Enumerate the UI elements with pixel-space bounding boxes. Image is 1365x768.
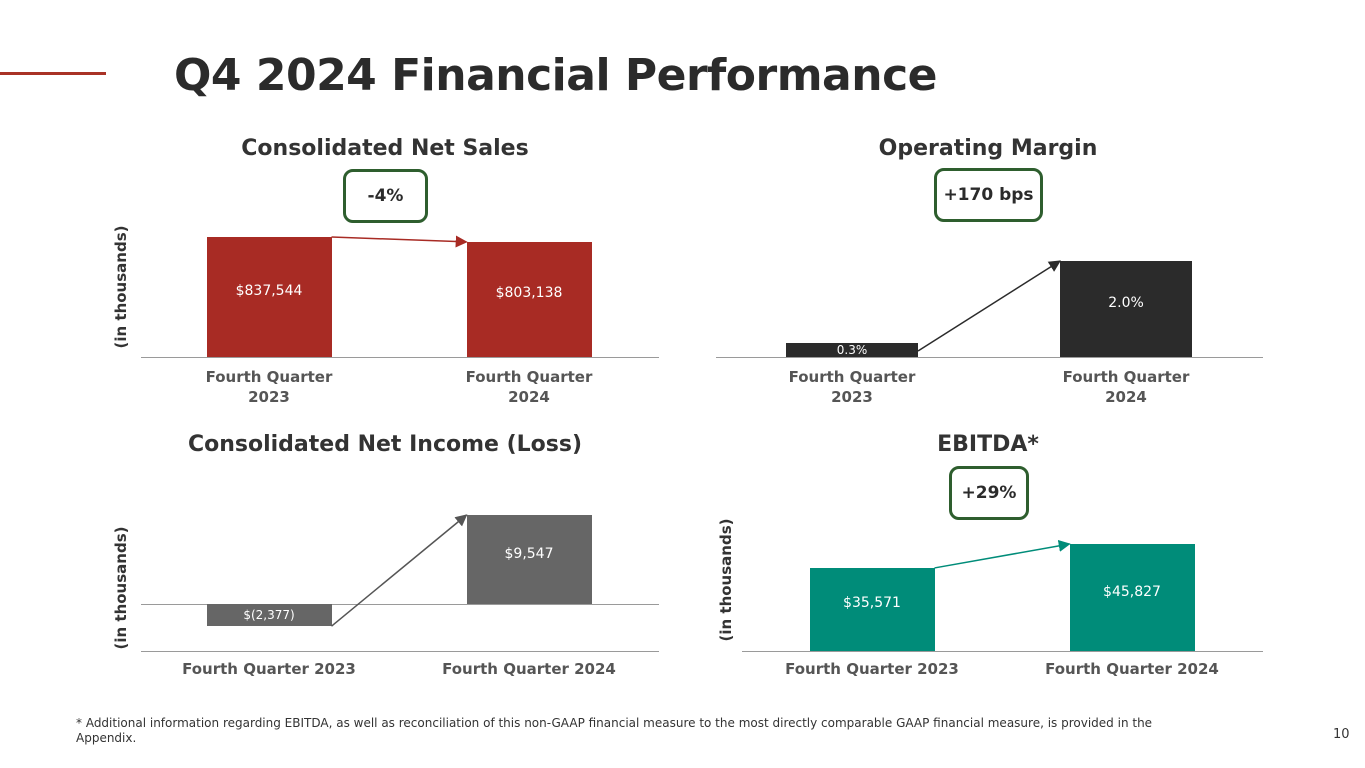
net-sales-category-line: 2024: [508, 388, 550, 406]
net-income-title: Consolidated Net Income (Loss): [187, 432, 583, 457]
net-sales-category-line: Fourth Quarter: [465, 368, 593, 386]
ebitda-change-badge: +29%: [949, 466, 1029, 520]
ebitda-category-line: Fourth Quarter 2023: [785, 660, 959, 678]
net-income-category-label-1: Fourth Quarter 2023: [169, 659, 369, 679]
net-sales-category-label-2: Fourth Quarter 2024: [429, 367, 629, 407]
net-sales-category-label-1: Fourth Quarter 2023: [169, 367, 369, 407]
operating-margin-value-label-2: 2.0%: [1108, 295, 1144, 311]
ebitda-trend-arrow: [934, 539, 1071, 569]
net-sales-title: Consolidated Net Sales: [241, 136, 529, 161]
operating-margin-value-label-1: 0.3%: [836, 342, 868, 357]
operating-margin-category-line: 2024: [1105, 388, 1147, 406]
net-sales-category-line: Fourth Quarter: [205, 368, 333, 386]
net-sales-y-axis-label: (in thousands): [112, 225, 130, 349]
net-income-trend-arrow: [331, 514, 468, 627]
net-income-axis-line: [141, 651, 659, 652]
net-sales-bar-1: [206, 237, 332, 357]
ebitda-baseline: [742, 651, 1263, 652]
operating-margin-title: Operating Margin: [878, 136, 1098, 161]
net-sales-category-line: 2023: [248, 388, 290, 406]
net-sales-baseline: [141, 357, 659, 358]
operating-margin-category-label-2: Fourth Quarter 2024: [1026, 367, 1226, 407]
operating-margin-baseline: [716, 357, 1263, 358]
ebitda-category-line: Fourth Quarter 2024: [1045, 660, 1219, 678]
net-income-value-label-2: $9,547: [504, 545, 554, 562]
net-sales-bar-2: [466, 241, 592, 357]
ebitda-bar-1: [809, 567, 935, 651]
operating-margin-bar-1: [786, 342, 918, 357]
net-income-bar-1: [206, 604, 332, 627]
net-income-bar-2: [466, 515, 592, 604]
operating-margin-category-line: Fourth Quarter: [788, 368, 916, 386]
accent-rule: [0, 72, 106, 75]
operating-margin-change-badge: +170 bps: [934, 168, 1043, 222]
footnote: * Additional information regarding EBITD…: [76, 716, 1153, 745]
net-income-value-label-1: $(2,377): [243, 608, 295, 623]
net-sales-trend-arrow: [331, 235, 468, 248]
net-sales-change-badge: -4%: [343, 169, 428, 223]
net-income-category-line: Fourth Quarter 2024: [442, 660, 616, 678]
operating-margin-bar-2: [1060, 261, 1192, 357]
page-number: 10: [1333, 727, 1350, 742]
operating-margin-category-label-1: Fourth Quarter 2023: [752, 367, 952, 407]
ebitda-value-label-2: $45,827: [1103, 583, 1161, 600]
net-sales-value-label-2: $803,138: [495, 285, 563, 302]
operating-margin-trend-arrow: [917, 260, 1062, 352]
operating-margin-category-line: 2023: [831, 388, 873, 406]
ebitda-category-label-2: Fourth Quarter 2024: [1032, 659, 1232, 679]
net-income-category-line: Fourth Quarter 2023: [182, 660, 356, 678]
ebitda-title: EBITDA*: [937, 432, 1039, 457]
ebitda-bar-2: [1069, 544, 1195, 651]
page-title: Q4 2024 Financial Performance: [174, 50, 938, 101]
operating-margin-category-line: Fourth Quarter: [1062, 368, 1190, 386]
net-sales-value-label-1: $837,544: [235, 283, 303, 299]
ebitda-category-label-1: Fourth Quarter 2023: [772, 659, 972, 679]
net-income-category-label-2: Fourth Quarter 2024: [429, 659, 629, 679]
ebitda-value-label-1: $35,571: [843, 595, 901, 612]
net-income-y-axis-label: (in thousands): [112, 526, 130, 650]
ebitda-y-axis-label: (in thousands): [717, 518, 735, 642]
